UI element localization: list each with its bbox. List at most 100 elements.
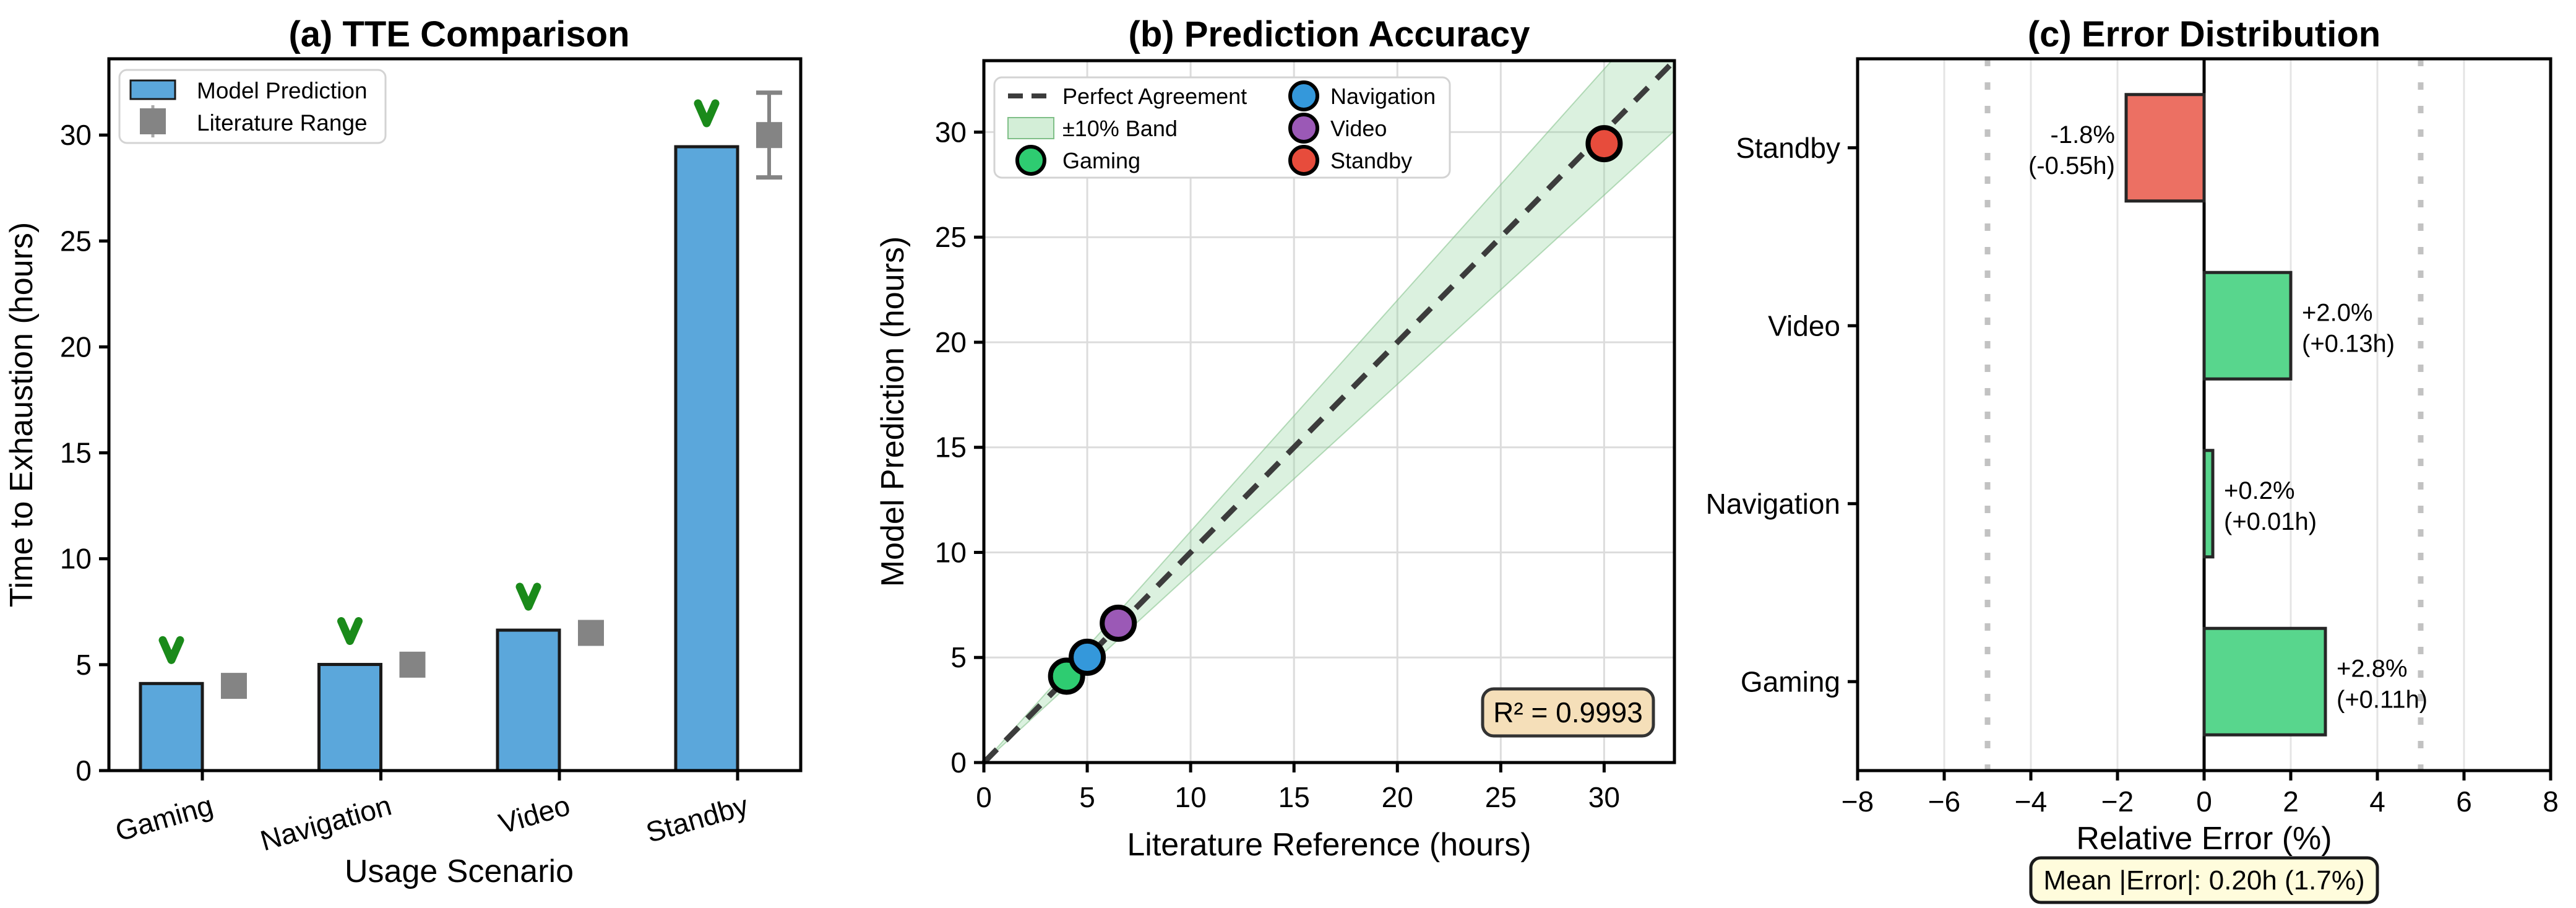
axes-spines (1856, 57, 2552, 772)
legend-b-marker-gaming (1015, 145, 1046, 176)
legend-b-marker-video (1288, 113, 1319, 144)
legend-b-box (993, 76, 1451, 179)
x-tick-label: 0 (976, 781, 992, 813)
y-tick-label: 10 (935, 536, 967, 568)
bar-label-hours-gaming: (+0.11h) (2337, 686, 2427, 713)
scatter-point-video (1100, 604, 1137, 642)
bar-gaming (139, 681, 204, 772)
scatter-point-navigation (1069, 638, 1106, 676)
legend-a-label-model: Model Prediction (197, 78, 368, 103)
error-bar-standby (2124, 93, 2206, 203)
x-tick-label-navigation: Navigation (257, 789, 395, 857)
bar-label-hours-standby: (-0.55h) (2028, 152, 2115, 179)
mean-error-rect (2029, 856, 2379, 904)
error-bar-video (2202, 270, 2293, 381)
bar-label-pct-gaming: +2.8% (2337, 655, 2408, 682)
checkmark-icon-standby (694, 99, 720, 128)
r-squared-label: R² = 0.9993 (1493, 696, 1643, 729)
x-tick-label: 10 (1175, 781, 1207, 813)
y-tick-label-video: Video (1768, 309, 1840, 342)
literature-range-marker-video (578, 620, 604, 646)
bar-standby (674, 145, 739, 772)
panel-c-title: (c) Error Distribution (2028, 14, 2380, 54)
legend-b: Perfect Agreement ±10% Band Gaming Navig… (993, 76, 1451, 179)
legend-b-label-perfect-agreement: Perfect Agreement (1062, 84, 1247, 109)
axes-spines (107, 57, 803, 772)
bar-video (496, 628, 561, 772)
scatter-point-standby (1585, 125, 1623, 163)
x-tick-label: −4 (2015, 785, 2047, 818)
panel-a-title: (a) TTE Comparison (288, 14, 629, 54)
x-tick-label: 20 (1382, 781, 1413, 813)
y-tick-label: 15 (60, 437, 92, 469)
legend-a: Model Prediction Literature Range (118, 69, 387, 144)
legend-b-marker-standby (1288, 145, 1319, 176)
error-bar-gaming (2202, 626, 2327, 737)
bar-label-hours-video: (+0.13h) (2302, 330, 2395, 357)
x-tick-label-gaming: Gaming (112, 789, 217, 847)
panel-error-distribution: -1.8% (-0.55h) Standby +2.0% (+0.13h) Video +0… (1706, 14, 2559, 904)
y-tick-label: 30 (60, 119, 92, 151)
x-tick-label: 8 (2543, 785, 2559, 818)
y-tick-label: 0 (75, 755, 92, 787)
x-tick-label: 5 (1079, 781, 1095, 813)
x-tick-label: 25 (1485, 781, 1517, 813)
x-tick-label: 15 (1278, 781, 1310, 813)
legend-b-label-navigation: Navigation (1330, 84, 1436, 109)
panel-b-xlabel: Literature Reference (hours) (1127, 827, 1531, 863)
legend-b-band-swatch (1007, 117, 1054, 139)
literature-range-marker-standby (756, 122, 782, 149)
literature-range-marker-navigation (399, 651, 426, 678)
y-tick-label: 25 (60, 225, 92, 257)
panel-a-xlabel: Usage Scenario (345, 854, 574, 889)
checkmark-icon-video (515, 582, 541, 611)
x-tick-label: 6 (2456, 785, 2472, 818)
x-tick-label-video: Video (495, 789, 574, 840)
bar-label-pct-video: +2.0% (2302, 299, 2373, 326)
x-tick-label: 0 (2196, 785, 2212, 818)
legend-b-marker-navigation (1288, 80, 1319, 111)
y-tick-label: 5 (950, 641, 967, 673)
y-tick-label: 30 (935, 116, 967, 148)
x-tick-label: 4 (2369, 785, 2385, 818)
legend-a-box (118, 69, 387, 144)
mean-error-label: Mean |Error|: 0.20h (1.7%) (2043, 865, 2364, 896)
panel-a-ylabel: Time to Exhaustion (hours) (4, 222, 40, 607)
legend-b-label-band: ±10% Band (1062, 116, 1178, 141)
x-tick-label: −2 (2101, 785, 2134, 818)
y-tick-label-navigation: Navigation (1706, 488, 1840, 520)
x-tick-label-standby: Standby (642, 789, 752, 849)
bar-label-pct-navigation: +0.2% (2224, 477, 2295, 504)
literature-range-marker-gaming (221, 673, 247, 699)
error-bar-navigation (2202, 449, 2215, 559)
bar-label-hours-navigation: (+0.01h) (2224, 508, 2317, 535)
panel-b-title: (b) Prediction Accuracy (1129, 14, 1530, 54)
mean-error-box: Mean |Error|: 0.20h (1.7%) (2029, 856, 2379, 904)
checkmark-icon-gaming (158, 636, 184, 664)
panel-b-ylabel: Model Prediction (hours) (875, 236, 911, 587)
x-tick-label: 2 (2283, 785, 2299, 818)
r-squared-box: R² = 0.9993 (1481, 687, 1655, 738)
r-squared-rect (1481, 687, 1655, 738)
panel-prediction-accuracy: 0 5 10 15 20 25 30 0 5 10 15 20 25 30 (b) Prediction … (875, 14, 1677, 863)
x-tick-label: −6 (1928, 785, 1960, 818)
x-tick-label: 30 (1588, 781, 1620, 813)
legend-b-label-video: Video (1330, 116, 1387, 141)
legend-a-bar-swatch (129, 79, 176, 100)
y-tick-label: 5 (75, 649, 92, 681)
panel-c-xlabel: Relative Error (%) (2076, 821, 2332, 857)
bar-label-pct-standby: -1.8% (2051, 121, 2116, 149)
y-tick-label-gaming: Gaming (1741, 665, 1840, 698)
y-tick-label: 20 (935, 326, 967, 358)
y-tick-label-standby: Standby (1736, 132, 1840, 164)
y-tick-label: 0 (950, 746, 967, 779)
bar-navigation (317, 663, 382, 772)
legend-b-label-standby: Standby (1330, 148, 1412, 173)
legend-b-label-gaming: Gaming (1062, 148, 1140, 173)
legend-a-label-range: Literature Range (197, 110, 368, 136)
axes-spines (982, 59, 1676, 764)
legend-a-range-swatch (140, 108, 166, 134)
checkmark-icon-navigation (337, 617, 363, 646)
